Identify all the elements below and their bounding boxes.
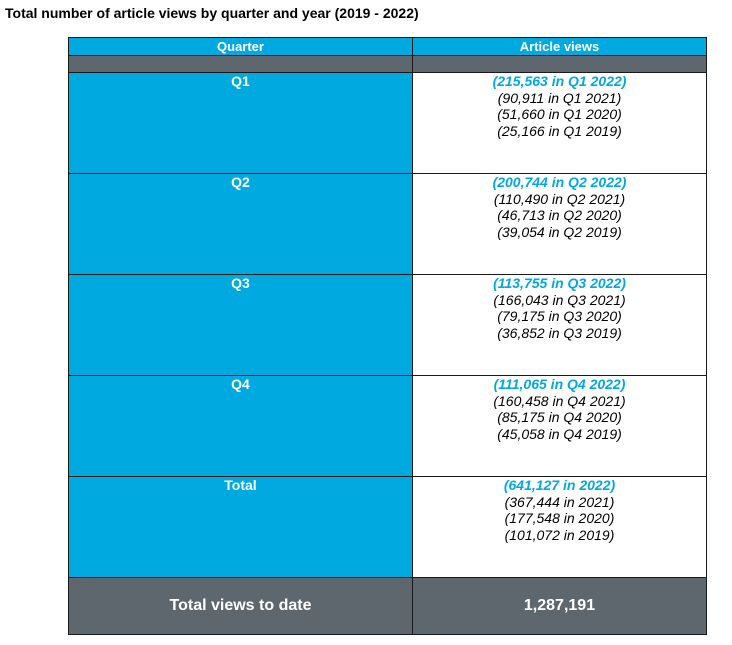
table-row: Q3 (113,755 in Q3 2022) (166,043 in Q3 2… xyxy=(68,274,707,376)
views-cell: (200,744 in Q2 2022) (110,490 in Q2 2021… xyxy=(412,173,707,275)
views-cell: (111,065 in Q4 2022) (160,458 in Q4 2021… xyxy=(412,375,707,477)
table-row: Total (641,127 in 2022) (367,444 in 2021… xyxy=(68,476,707,578)
table-row: Q1 (215,563 in Q1 2022) (90,911 in Q1 20… xyxy=(68,72,707,174)
views-2021: (367,444 in 2021) xyxy=(504,493,615,510)
views-2022: (641,127 in 2022) xyxy=(503,477,616,493)
total-views-label: Total views to date xyxy=(68,577,413,635)
views-2021: (166,043 in Q3 2021) xyxy=(493,291,626,308)
views-2019: (25,166 in Q1 2019) xyxy=(497,122,622,139)
views-2020: (85,175 in Q4 2020) xyxy=(497,409,622,425)
total-views-value: 1,287,191 xyxy=(412,577,707,635)
quarter-cell: Total xyxy=(68,476,413,578)
views-2020: (79,175 in Q3 2020) xyxy=(497,308,622,324)
spacer-cell xyxy=(68,55,413,73)
spacer-cell xyxy=(412,55,707,73)
views-2019: (101,072 in 2019) xyxy=(504,526,615,543)
views-cell: (641,127 in 2022) (367,444 in 2021) (177… xyxy=(412,476,707,578)
quarter-cell: Q4 xyxy=(68,375,413,477)
views-2019: (39,054 in Q2 2019) xyxy=(497,223,622,240)
views-2020: (177,548 in 2020) xyxy=(504,510,615,526)
quarter-cell: Q2 xyxy=(68,173,413,275)
quarter-cell: Q1 xyxy=(68,72,413,174)
views-2020: (51,660 in Q1 2020) xyxy=(497,106,622,122)
quarter-column-header: Quarter xyxy=(68,37,413,56)
views-2019: (45,058 in Q4 2019) xyxy=(497,425,622,442)
views-2022: (200,744 in Q2 2022) xyxy=(492,174,627,190)
table-row: Q4 (111,065 in Q4 2022) (160,458 in Q4 2… xyxy=(68,375,707,477)
views-2022: (215,563 in Q1 2022) xyxy=(492,73,627,89)
quarter-cell: Q3 xyxy=(68,274,413,376)
views-2022: (111,065 in Q4 2022) xyxy=(493,376,626,392)
views-cell: (113,755 in Q3 2022) (166,043 in Q3 2021… xyxy=(412,274,707,376)
views-2021: (160,458 in Q4 2021) xyxy=(493,392,626,409)
page-title: Total number of article views by quarter… xyxy=(5,5,419,21)
views-2021: (110,490 in Q2 2021) xyxy=(493,190,626,207)
views-cell: (215,563 in Q1 2022) (90,911 in Q1 2021)… xyxy=(412,72,707,174)
views-2022: (113,755 in Q3 2022) xyxy=(493,275,626,291)
table-row: Q2 (200,744 in Q2 2022) (110,490 in Q2 2… xyxy=(68,173,707,275)
article-views-table: Quarter Article views Q1 (215,563 in Q1 … xyxy=(68,37,707,635)
header-row: Quarter Article views xyxy=(68,37,707,56)
views-2021: (90,911 in Q1 2021) xyxy=(497,89,622,106)
spacer-row xyxy=(68,55,707,73)
views-2020: (46,713 in Q2 2020) xyxy=(497,207,622,223)
views-2019: (36,852 in Q3 2019) xyxy=(497,324,622,341)
article-views-column-header: Article views xyxy=(412,37,707,56)
footer-row: Total views to date 1,287,191 xyxy=(68,577,707,635)
